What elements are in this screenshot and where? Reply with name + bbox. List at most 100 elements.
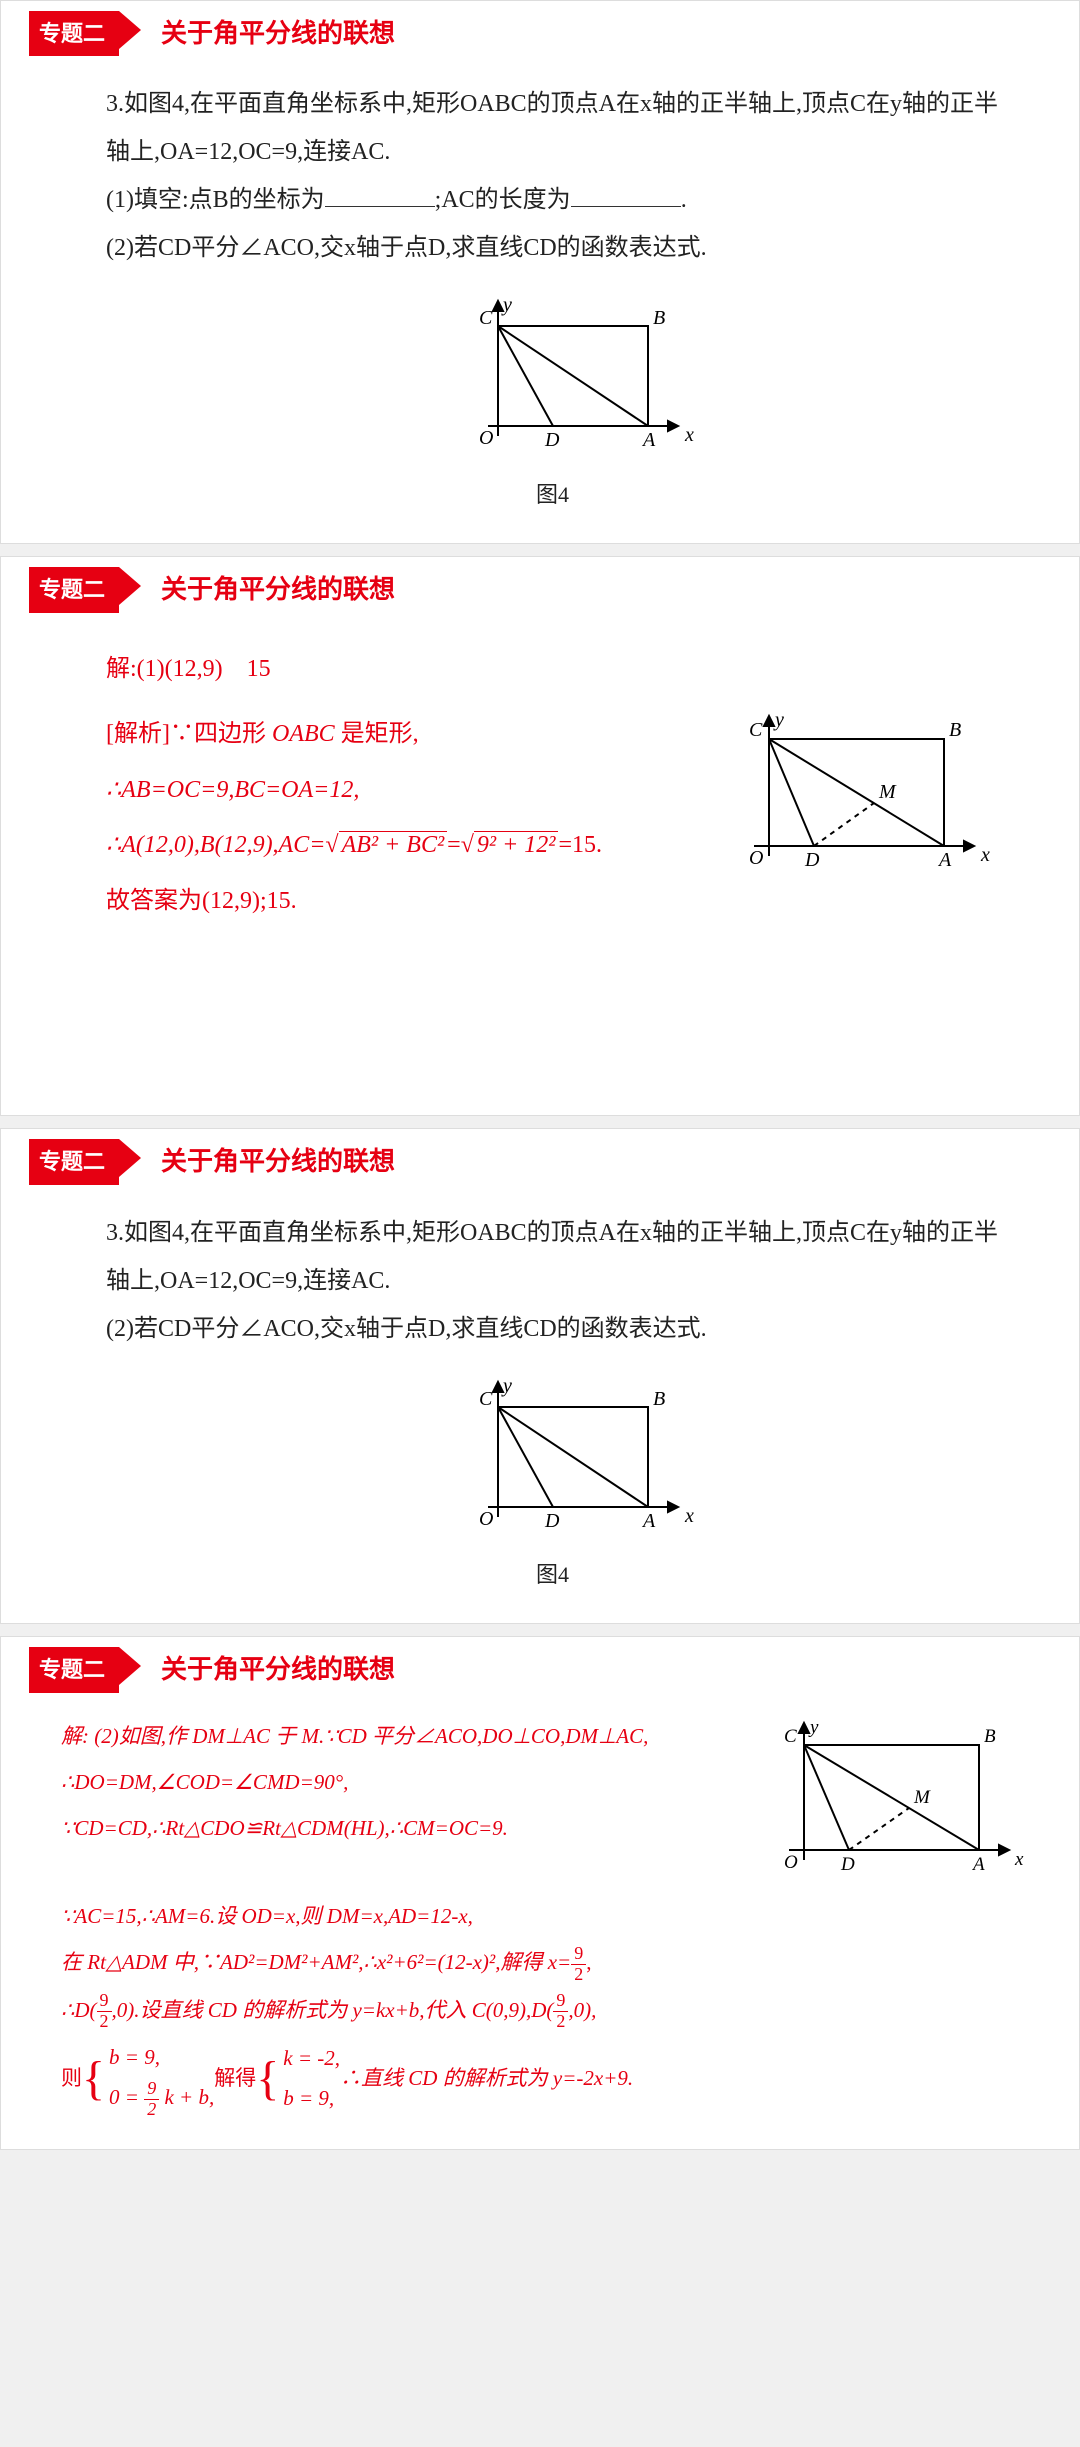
point-O: O	[784, 1852, 798, 1873]
text-fragment: .	[681, 187, 687, 213]
section-title: 关于角平分线的联想	[161, 568, 395, 612]
point-B: B	[984, 1726, 996, 1747]
brace-line: k = -2,	[283, 2039, 340, 2079]
problem-line-1: 3.如图4,在平面直角坐标系中,矩形OABC的顶点A在x轴的正半轴上,顶点C在y…	[106, 80, 999, 176]
point-C: C	[479, 307, 493, 329]
text-fragment: ∴直线 CD 的解析式为 y=-2x+9.	[340, 2059, 633, 2099]
section-title: 关于角平分线的联想	[161, 1648, 395, 1692]
axis-y-label: y	[501, 1375, 512, 1397]
brace-line: b = 9,	[283, 2079, 340, 2119]
point-D: D	[840, 1854, 855, 1875]
slide-header: 专题二 关于角平分线的联想	[1, 1, 1079, 62]
radical-expr: AB² + BC²	[339, 831, 448, 858]
figure-wrap: y x O C B A D 图4	[106, 286, 999, 513]
solution-line: [解析]∵四边形 OABC 是矩形,	[106, 712, 679, 758]
solution-line: 在 Rt△ADM 中,∵AD²=DM²+AM²,∴x²+6²=(12-x)²,解…	[61, 1943, 1029, 1984]
slide-header: 专题二 关于角平分线的联想	[1, 1637, 1079, 1698]
solution-line: ∵AC=15,∴AM=6.设 OD=x,则 DM=x,AD=12-x,	[61, 1897, 1029, 1937]
brace-content: k = -2, b = 9,	[283, 2039, 340, 2119]
solution-line: 解: (2)如图,作 DM⊥AC 于 M.∵CD 平分∠ACO,DO⊥CO,DM…	[61, 1717, 719, 1757]
text-fragment: 是矩形,	[335, 721, 419, 747]
text-fragment: OABC	[272, 721, 335, 747]
text-fragment: =	[447, 832, 461, 858]
topic-badge: 专题二	[29, 1647, 119, 1692]
axis-x-label: x	[1014, 1849, 1024, 1870]
brace-icon: {	[256, 2055, 279, 2103]
solution-line: 则 { b = 9, 0 = 92 k + b, 解得 { k = -2, b …	[61, 2038, 1029, 2119]
slide-content: 3.如图4,在平面直角坐标系中,矩形OABC的顶点A在x轴的正半轴上,顶点C在y…	[1, 1191, 1079, 1624]
slide-header: 专题二 关于角平分线的联想	[1, 557, 1079, 618]
text-fragment: [解析]∵四边形	[106, 721, 272, 747]
solution-line: ∴D(92,0).设直线 CD 的解析式为 y=kx+b,代入 C(0,9),D…	[61, 1991, 1029, 2032]
point-M: M	[878, 781, 897, 803]
point-O: O	[479, 427, 493, 449]
point-D: D	[804, 849, 820, 871]
figure-wrap: y x O C B A D M	[699, 706, 999, 887]
point-C: C	[479, 1388, 493, 1410]
point-O: O	[749, 847, 763, 869]
blank-field	[571, 191, 681, 207]
answer-line: 解:(1)(12,9) 15	[106, 647, 999, 693]
point-C: C	[784, 1726, 797, 1747]
figure-solution2-svg: y x O C B A D M	[739, 1715, 1029, 1880]
solution-line: ∴DO=DM,∠COD=∠CMD=90°,	[61, 1763, 719, 1803]
point-A: A	[971, 1854, 985, 1875]
solution-row: [解析]∵四边形 OABC 是矩形, ∴AB=OC=9,BC=OA=12, ∴A…	[106, 702, 999, 934]
radical-expr: 9² + 12²	[474, 831, 559, 858]
fraction: 92	[553, 1991, 568, 2032]
brace-line: 0 = 92 k + b,	[109, 2078, 214, 2119]
figure-caption: 图4	[106, 1556, 999, 1593]
text-fragment: ,0).设直线 CD 的解析式为 y=kx+b,代入 C(0,9),D(	[112, 1998, 554, 2022]
figure-wrap: y x O C B A D M	[739, 1715, 1029, 1891]
solution-text: [解析]∵四边形 OABC 是矩形, ∴AB=OC=9,BC=OA=12, ∴A…	[106, 702, 679, 934]
point-C: C	[749, 719, 763, 741]
solution-line: ∵CD=CD,∴Rt△CDO≌Rt△CDM(HL),∴CM=OC=9.	[61, 1809, 719, 1849]
point-A: A	[641, 1510, 656, 1532]
slide-content: 3.如图4,在平面直角坐标系中,矩形OABC的顶点A在x轴的正半轴上,顶点C在y…	[1, 62, 1079, 543]
problem-line-3: (2)若CD平分∠ACO,交x轴于点D,求直线CD的函数表达式.	[106, 1305, 999, 1353]
brace-content: b = 9, 0 = 92 k + b,	[109, 2038, 214, 2119]
point-D: D	[544, 429, 560, 451]
point-M: M	[913, 1787, 931, 1808]
axis-x-label: x	[684, 424, 694, 446]
point-A: A	[641, 429, 656, 451]
solution-line: ∴AB=OC=9,BC=OA=12,	[106, 768, 679, 814]
axis-x-label: x	[980, 844, 990, 866]
solution-row: 解: (2)如图,作 DM⊥AC 于 M.∵CD 平分∠ACO,DO⊥CO,DM…	[61, 1711, 1029, 1891]
slide-solution-1: 专题二 关于角平分线的联想 解:(1)(12,9) 15 [解析]∵四边形 OA…	[0, 556, 1080, 1116]
text-fragment: 0 =	[109, 2085, 144, 2109]
slide-problem-2: 专题二 关于角平分线的联想 3.如图4,在平面直角坐标系中,矩形OABC的顶点A…	[0, 1128, 1080, 1624]
point-B: B	[653, 307, 665, 329]
point-B: B	[949, 719, 961, 741]
point-D: D	[544, 1510, 560, 1532]
text-fragment: 在 Rt△ADM 中,∵AD²=DM²+AM²,∴x²+6²=(12-x)²,解…	[61, 1950, 571, 1974]
figure-4b-svg: y x O C B A D	[403, 1367, 703, 1537]
axis-x-label: x	[684, 1505, 694, 1527]
text-fragment: ;AC的长度为	[435, 187, 571, 213]
point-B: B	[653, 1388, 665, 1410]
brace-line: b = 9,	[109, 2038, 214, 2078]
fraction: 92	[97, 1991, 112, 2032]
problem-line-2: (1)填空:点B的坐标为;AC的长度为.	[106, 176, 999, 224]
section-title: 关于角平分线的联想	[161, 12, 395, 56]
text-fragment: ,0),	[568, 1998, 596, 2022]
topic-badge: 专题二	[29, 567, 119, 612]
text-fragment: =15.	[558, 832, 602, 858]
axis-y-label: y	[808, 1717, 819, 1738]
section-title: 关于角平分线的联想	[161, 1140, 395, 1184]
fraction: 92	[144, 2079, 159, 2120]
slide-solution-2: 专题二 关于角平分线的联想 解: (2)如图,作 DM⊥AC 于 M.∵CD 平…	[0, 1636, 1080, 2150]
solution-text: 解: (2)如图,作 DM⊥AC 于 M.∵CD 平分∠ACO,DO⊥CO,DM…	[61, 1711, 719, 1855]
topic-badge: 专题二	[29, 1139, 119, 1184]
text-fragment: ∴A(12,0),B(12,9),AC=	[106, 832, 325, 858]
slide-header: 专题二 关于角平分线的联想	[1, 1129, 1079, 1190]
text-fragment: ∴D(	[61, 1998, 97, 2022]
slide-problem-1: 专题二 关于角平分线的联想 3.如图4,在平面直角坐标系中,矩形OABC的顶点A…	[0, 0, 1080, 544]
problem-line-3: (2)若CD平分∠ACO,交x轴于点D,求直线CD的函数表达式.	[106, 224, 999, 272]
point-O: O	[479, 1508, 493, 1530]
solution-line: 故答案为(12,9);15.	[106, 879, 679, 925]
fraction: 92	[571, 1944, 586, 1985]
topic-badge: 专题二	[29, 11, 119, 56]
axis-y-label: y	[773, 709, 784, 731]
slide-content: 解:(1)(12,9) 15 [解析]∵四边形 OABC 是矩形, ∴AB=OC…	[1, 619, 1079, 965]
